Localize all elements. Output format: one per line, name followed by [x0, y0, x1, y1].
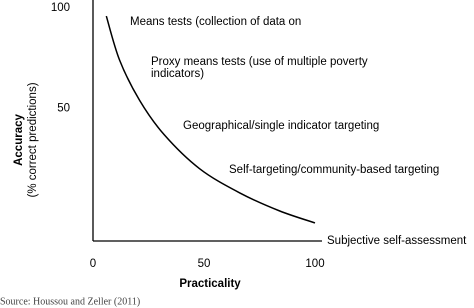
curve — [105, 15, 316, 224]
x-tick-label: 50 — [198, 258, 211, 270]
y-axis-label: Accuracy — [13, 114, 25, 166]
y-axis-sublabel: (% correct predictions) — [27, 82, 39, 197]
annotation: Means tests (collection of data on — [130, 16, 301, 28]
source: Source: Houssou and Zeller (2011) — [0, 296, 140, 307]
annotation: Geographical/single indicator targeting — [183, 120, 379, 132]
annotation: Self-targeting/community-based targeting — [229, 164, 439, 176]
annotation: indicators) — [151, 68, 204, 80]
x-tick-label: 100 — [305, 258, 324, 270]
x-tick-label: 0 — [90, 258, 96, 270]
annotation: Subjective self-assessment — [327, 235, 467, 247]
y-tick-label: 100 — [51, 2, 70, 14]
x-axis-label: Practicality — [179, 278, 241, 290]
annotation: Proxy means tests (use of multiple pover… — [151, 56, 368, 68]
y-tick-label: 50 — [57, 102, 70, 114]
